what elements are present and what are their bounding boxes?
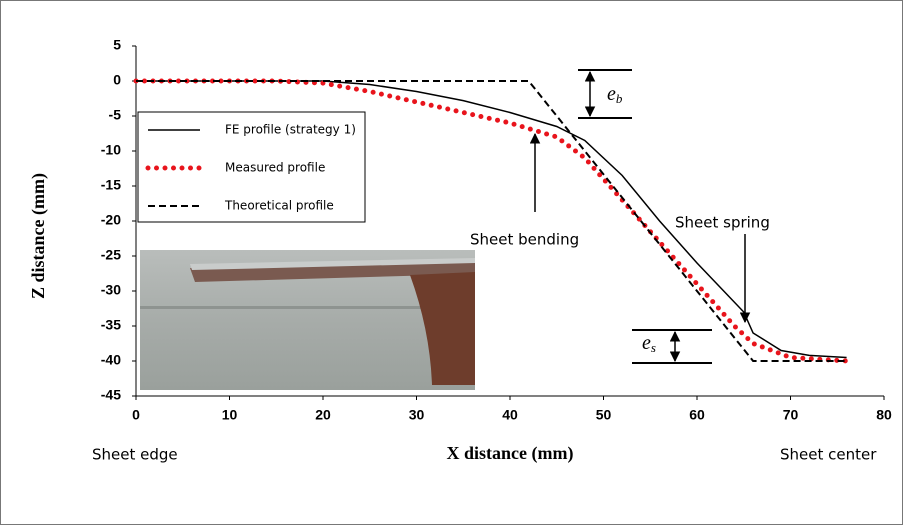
- eb-base: e: [607, 83, 616, 105]
- annotation-arrows: [529, 69, 751, 364]
- y-tick-label: 0: [113, 72, 121, 88]
- series-line: [136, 80, 847, 359]
- x-tick-label: 70: [783, 407, 799, 423]
- y-tick-label: -40: [101, 352, 121, 368]
- x-tick-label: 0: [132, 407, 140, 423]
- y-tick-label: -45: [101, 387, 121, 403]
- series-line: [133, 78, 850, 364]
- x-tick-label: 20: [315, 407, 331, 423]
- x-tick-label: 30: [409, 407, 425, 423]
- x-tick-label: 40: [502, 407, 518, 423]
- es-base: e: [642, 332, 651, 354]
- y-tick-label: -30: [101, 282, 121, 298]
- y-axis-title: Z distance (mm): [28, 173, 49, 299]
- y-tick-label: 5: [113, 37, 121, 53]
- es-label: es: [642, 332, 656, 355]
- legend-label: FE profile (strategy 1): [225, 123, 356, 137]
- y-tick-label: -5: [109, 107, 122, 123]
- x-tick-label: 10: [222, 407, 238, 423]
- legend-label: Measured profile: [225, 161, 325, 175]
- annotation: Sheet spring: [675, 214, 770, 232]
- eb-sub: b: [616, 91, 623, 106]
- es-sub: s: [651, 340, 656, 355]
- series-line: [136, 80, 847, 362]
- y-tick-label: -35: [101, 317, 121, 333]
- photo-inset: [140, 250, 475, 390]
- y-tick-label: -15: [101, 177, 121, 193]
- eb-label: eb: [607, 83, 623, 106]
- y-tick-label: -10: [101, 142, 121, 158]
- annotation: Sheet edge: [92, 446, 178, 464]
- x-tick-label: 80: [876, 407, 892, 423]
- legend-label: Theoretical profile: [224, 199, 334, 213]
- x-tick-label: 60: [689, 407, 705, 423]
- annotation: Sheet center: [780, 446, 877, 464]
- x-tick-label: 50: [596, 407, 612, 423]
- annotation: Sheet bending: [470, 231, 579, 249]
- y-tick-label: -20: [101, 212, 121, 228]
- y-tick-label: -25: [101, 247, 121, 263]
- x-axis-title: X distance (mm): [447, 443, 574, 464]
